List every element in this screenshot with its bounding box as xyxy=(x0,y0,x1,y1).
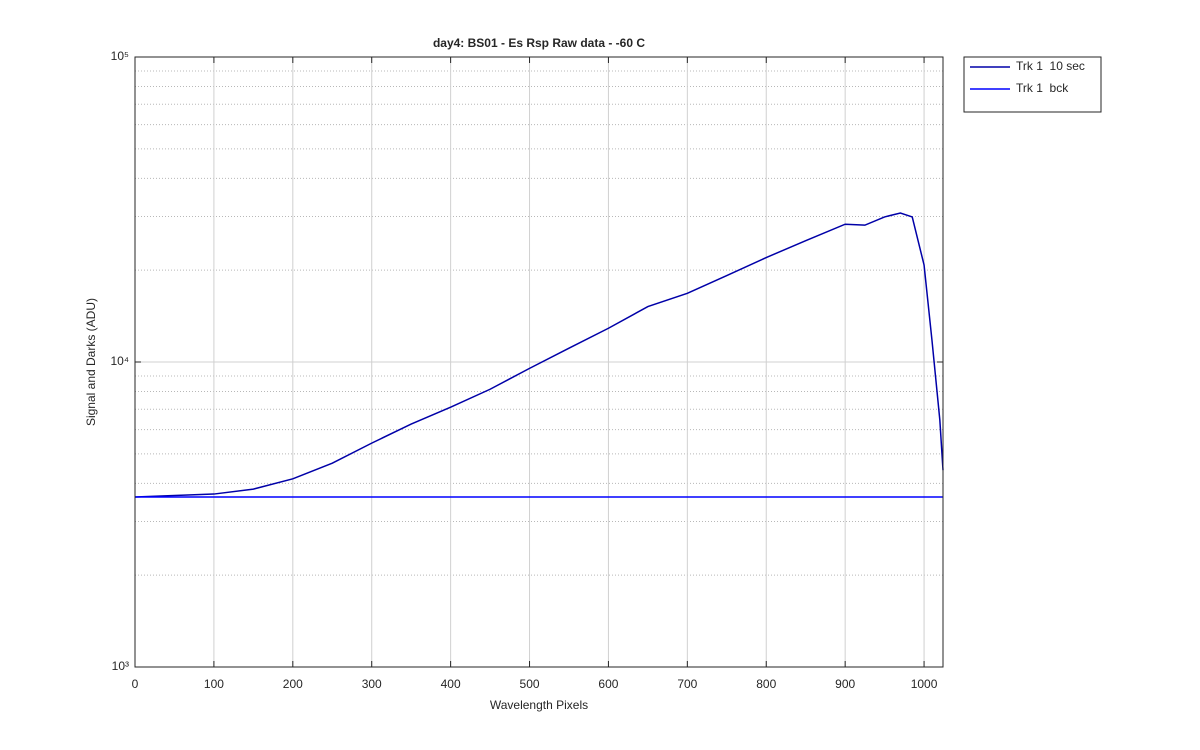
legend-label: Trk 1 10 sec xyxy=(1016,59,1085,73)
x-tick-label: 600 xyxy=(598,677,618,691)
x-axis-label: Wavelength Pixels xyxy=(490,698,588,712)
legend-box xyxy=(963,56,1102,113)
x-tick-label: 700 xyxy=(677,677,697,691)
chart-title: day4: BS01 - Es Rsp Raw data - -60 C xyxy=(433,36,645,50)
legend: Trk 1 10 sec Trk 1 bck xyxy=(963,56,1102,113)
x-tick-label: 100 xyxy=(204,677,224,691)
y-tick-label: 10⁵ xyxy=(111,49,129,63)
y-tick-label: 10³ xyxy=(112,659,129,673)
x-tick-label: 400 xyxy=(441,677,461,691)
x-tick-label: 800 xyxy=(756,677,776,691)
x-tick-label: 0 xyxy=(132,677,139,691)
y-tick-label: 10⁴ xyxy=(110,354,129,368)
x-tick-label: 1000 xyxy=(911,677,938,691)
x-tick-label: 500 xyxy=(520,677,540,691)
x-tick-label: 200 xyxy=(283,677,303,691)
x-tick-label: 900 xyxy=(835,677,855,691)
plot-frame xyxy=(134,56,944,668)
plot-area: 0 100 200 300 400 500 600 700 800 900 1000 10³ 10⁴ 10… xyxy=(110,49,944,691)
y-axis-label: Signal and Darks (ADU) xyxy=(84,298,98,426)
legend-label: Trk 1 bck xyxy=(1016,81,1069,95)
series-line xyxy=(134,212,944,498)
x-tick-label: 300 xyxy=(362,677,382,691)
